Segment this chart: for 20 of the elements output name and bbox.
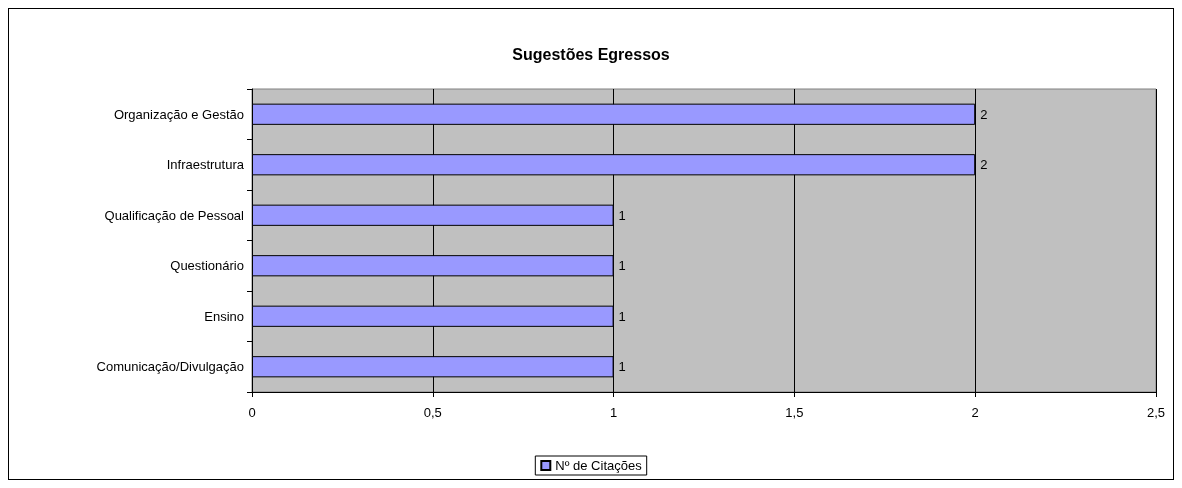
data-label: 1 xyxy=(618,359,626,375)
y-tick-label: Ensino xyxy=(204,308,244,324)
data-label: 1 xyxy=(618,258,626,274)
legend-label: Nº de Citações xyxy=(555,458,643,473)
chart-title: Sugestões Egressos xyxy=(512,45,670,63)
x-tick-label: 1,5 xyxy=(785,405,804,420)
data-label: 1 xyxy=(618,308,626,324)
y-tick-label: Infraestrutura xyxy=(166,157,245,173)
data-label: 2 xyxy=(980,157,988,173)
y-tick-label: Questionário xyxy=(170,258,244,274)
x-tick-label: 1 xyxy=(609,405,618,420)
data-label: 1 xyxy=(618,207,626,223)
y-tick-label: Organização e Gestão xyxy=(113,106,244,122)
data-label: 2 xyxy=(980,106,988,122)
x-tick-label: 2 xyxy=(971,405,979,420)
y-tick-label: Qualificação de Pessoal xyxy=(104,207,245,223)
x-tick-label: 0 xyxy=(248,405,256,420)
x-tick-label: 0,5 xyxy=(423,405,442,420)
y-tick-label: Comunicação/Divulgação xyxy=(96,359,244,375)
x-tick-label: 2,5 xyxy=(1146,405,1166,420)
